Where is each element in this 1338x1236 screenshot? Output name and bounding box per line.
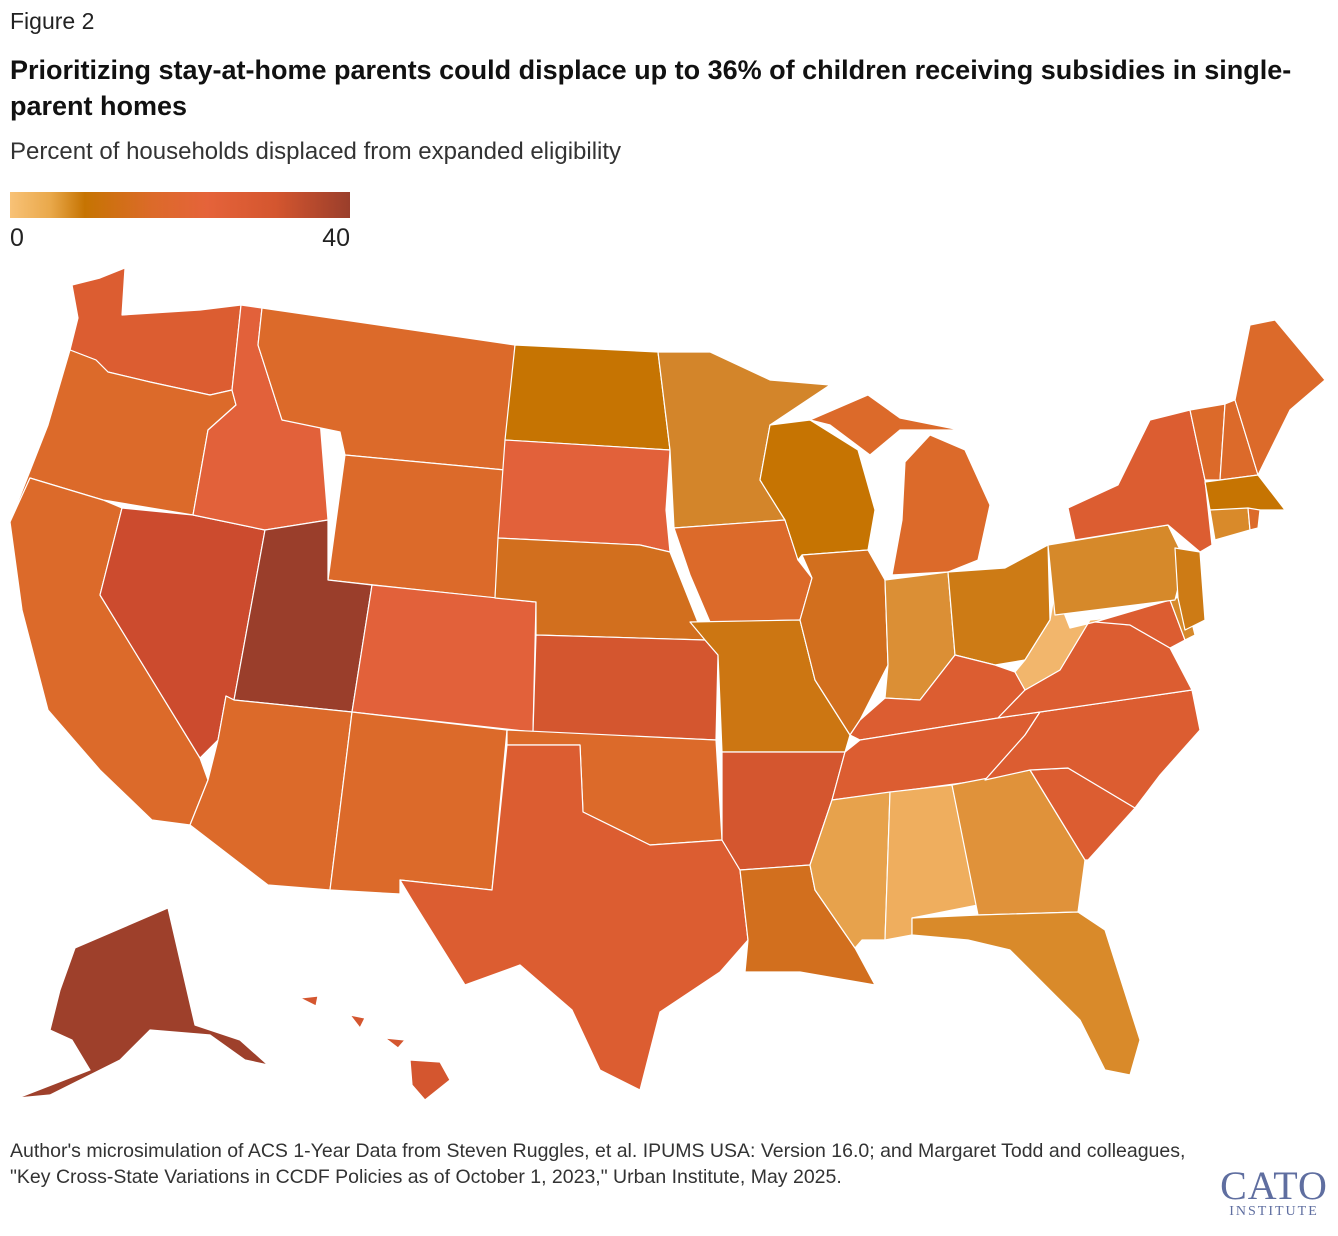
chart-title: Prioritizing stay-at-home parents could … [10,55,1292,121]
color-legend: 0 40 [10,192,350,252]
state-kansas [532,634,719,741]
state-north-dakota [504,344,671,451]
cato-logo: CATO INSTITUTE [1218,1163,1330,1220]
state-rhode-island [1247,507,1261,531]
state-new-york [1067,409,1213,553]
logo-subtext: INSTITUTE [1229,1204,1319,1219]
state-alaska [17,907,269,1099]
source-note: Author's microsimulation of ACS 1-Year D… [10,1140,1186,1188]
state-texas [399,744,749,1091]
chart-subtitle: Percent of households displaced from exp… [10,138,622,165]
state-maryland [1094,599,1186,649]
state-hawaii [299,995,451,1101]
state-new-mexico [329,711,508,895]
legend-max-label: 40 [322,224,350,252]
state-new-jersey [1174,547,1206,631]
legend-min-label: 0 [10,224,24,252]
state-south-dakota [497,439,671,553]
state-wyoming [327,454,506,599]
us-choropleth-map [9,267,1326,1101]
legend-gradient-bar [10,192,350,218]
figure-label: Figure 2 [10,8,95,34]
state-florida [911,911,1141,1076]
logo-wordmark: CATO [1220,1163,1328,1208]
state-pennsylvania [1047,524,1186,616]
state-connecticut [1209,507,1251,541]
state-north-carolina [984,689,1201,809]
state-michigan [809,394,991,576]
state-colorado [351,584,537,733]
state-massachusetts [1204,474,1286,511]
